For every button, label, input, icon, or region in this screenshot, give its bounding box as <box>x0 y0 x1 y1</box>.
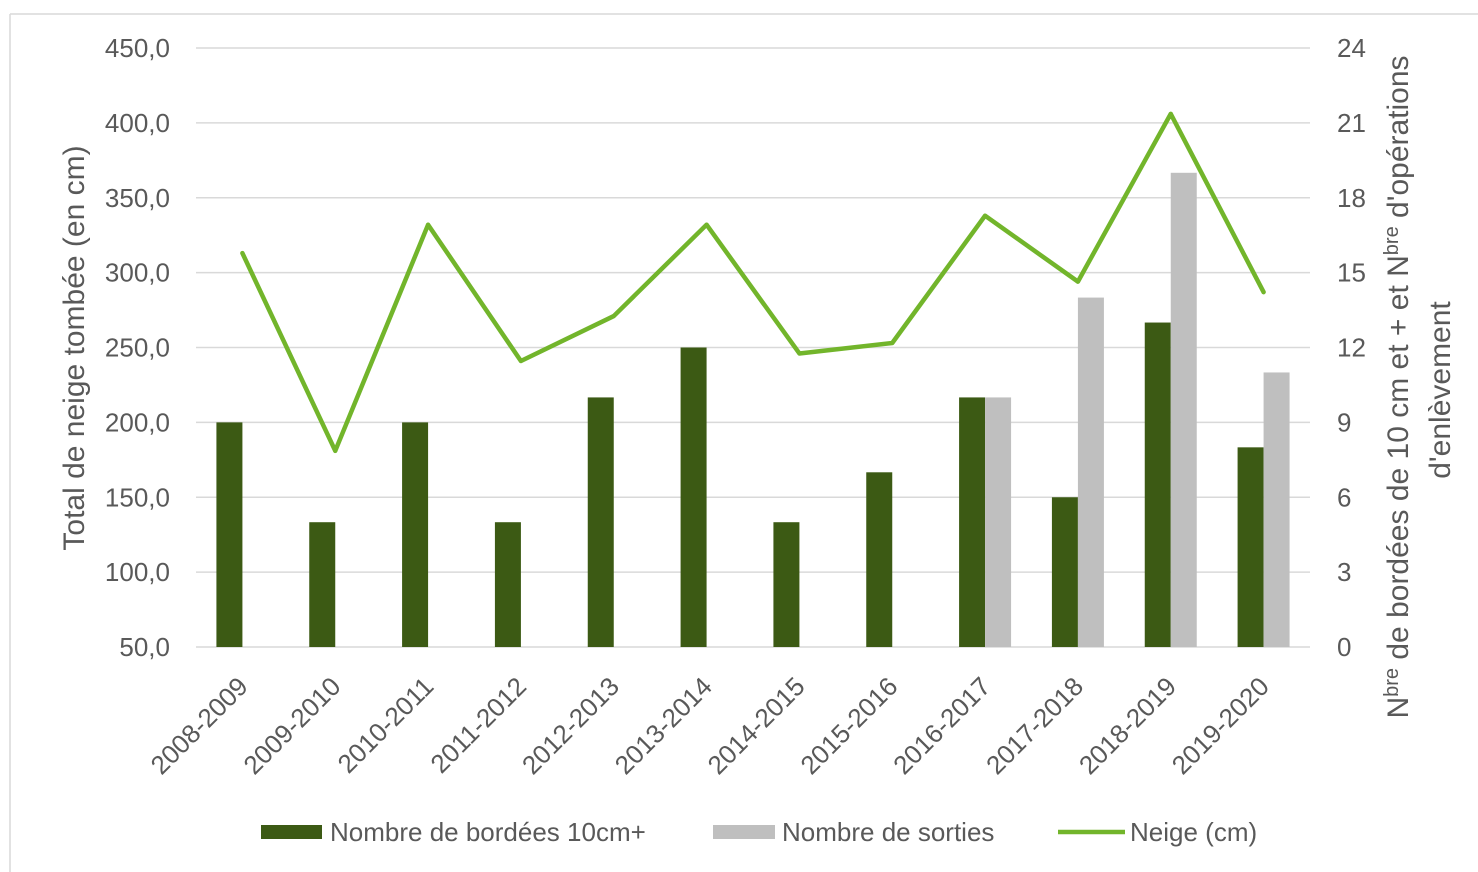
y2-axis-title-line1: Nbre de bordées de 10 cm et + et Nbre d'… <box>1381 55 1415 718</box>
point-neige-cm <box>1075 279 1080 284</box>
lines <box>240 111 1266 454</box>
y2-axis-title-line2: d'enlèvement <box>1424 301 1457 479</box>
point-neige-cm <box>1261 290 1266 295</box>
bar-nombre-de-bordees-10cm <box>959 397 986 647</box>
x-tick-label: 2015-2016 <box>794 671 903 780</box>
point-neige-cm <box>611 314 616 319</box>
y-tick-label: 250,0 <box>105 333 170 363</box>
x-tick-label: 2012-2013 <box>516 671 625 780</box>
bar-nombre-de-sorties <box>1170 172 1197 647</box>
legend: Nombre de bordées 10cm+ Nombre de sortie… <box>261 817 1257 847</box>
legend-swatch-bar <box>261 825 322 839</box>
line-neige-cm <box>240 111 1266 454</box>
x-tick-label: 2018-2019 <box>1073 671 1182 780</box>
point-neige-cm <box>983 213 988 218</box>
y2-title-part: d'opérations <box>1382 55 1415 226</box>
bar-nombre-de-sorties <box>1263 372 1290 647</box>
gridlines <box>196 47 1310 648</box>
x-tick-label: 2013-2014 <box>609 671 718 780</box>
y-tick-label: 200,0 <box>105 407 170 437</box>
bar-nombre-de-bordees-10cm <box>680 347 707 647</box>
legend-label: Neige (cm) <box>1130 817 1257 847</box>
y2-title-part: de bordées de 10 cm et + et <box>1382 277 1415 668</box>
point-neige-cm <box>240 251 245 256</box>
bar-nombre-de-bordees-10cm <box>587 397 614 647</box>
bars <box>216 172 1290 647</box>
y2-title-superscript: bre <box>1381 668 1403 697</box>
x-tick-label: 2009-2010 <box>237 671 346 780</box>
y-tick-label: 300,0 <box>105 258 170 288</box>
legend-label: Nombre de bordées 10cm+ <box>330 817 646 847</box>
y-tick-label: 100,0 <box>105 557 170 587</box>
bar-nombre-de-sorties <box>985 397 1012 647</box>
x-tick-label: 2010-2011 <box>332 671 440 779</box>
x-tick-label: 2017-2018 <box>980 671 1089 780</box>
y2-tick-label: 6 <box>1337 482 1351 512</box>
x-tick-label: 2016-2017 <box>887 671 996 780</box>
x-tick-label: 2014-2015 <box>702 671 811 780</box>
y-axis-title: Total de neige tombée (en cm) <box>58 145 91 550</box>
x-axis-ticks: 2008-20092009-20102010-20112011-20122012… <box>145 671 1275 780</box>
legend-swatch-bar <box>713 825 775 839</box>
point-neige-cm <box>518 358 523 363</box>
y2-tick-label: 0 <box>1337 632 1351 662</box>
point-neige-cm <box>797 351 802 356</box>
bar-nombre-de-bordees-10cm <box>773 522 800 647</box>
y2-title-superscript: bre <box>1381 226 1403 255</box>
y2-tick-label: 18 <box>1337 183 1366 213</box>
y2-title-part: N <box>1382 697 1415 719</box>
bar-nombre-de-bordees-10cm <box>309 522 336 647</box>
legend-label: Nombre de sorties <box>782 817 994 847</box>
bar-nombre-de-bordees-10cm <box>494 522 521 647</box>
y-axis-ticks: 50,0 100,0 150,0 200,0 250,0 300,0 350,0 400,0 4… <box>105 33 170 662</box>
x-tick-label: 2019-2020 <box>1166 671 1275 780</box>
y2-tick-label: 9 <box>1337 407 1351 437</box>
legend-item-neige: Neige (cm) <box>1058 817 1257 847</box>
y2-tick-label: 12 <box>1337 333 1366 363</box>
point-neige-cm <box>704 222 709 227</box>
y2-tick-label: 3 <box>1337 557 1351 587</box>
x-tick-label: 2011-2012 <box>424 671 532 779</box>
legend-item-bordees: Nombre de bordées 10cm+ <box>261 817 646 847</box>
y2-axis-ticks: 0 3 6 9 12 15 18 21 24 <box>1337 33 1366 662</box>
y-tick-label: 50,0 <box>119 632 170 662</box>
point-neige-cm <box>426 222 431 227</box>
point-neige-cm <box>1168 111 1173 116</box>
y2-tick-label: 15 <box>1337 258 1366 288</box>
bar-nombre-de-bordees-10cm <box>1051 497 1078 647</box>
point-neige-cm <box>890 341 895 346</box>
y-tick-label: 150,0 <box>105 482 170 512</box>
y2-tick-label: 21 <box>1337 108 1366 138</box>
y-tick-label: 350,0 <box>105 183 170 213</box>
y2-title-part: N <box>1382 255 1415 277</box>
point-neige-cm <box>333 448 338 453</box>
bar-nombre-de-bordees-10cm <box>866 472 893 647</box>
bar-nombre-de-bordees-10cm <box>216 422 243 647</box>
y-tick-label: 400,0 <box>105 108 170 138</box>
bar-nombre-de-bordees-10cm <box>402 422 429 647</box>
bar-nombre-de-bordees-10cm <box>1144 322 1171 647</box>
bar-nombre-de-sorties <box>1077 297 1104 647</box>
y2-tick-label: 24 <box>1337 33 1366 63</box>
legend-item-sorties: Nombre de sorties <box>713 817 994 847</box>
y-tick-label: 450,0 <box>105 33 170 63</box>
x-tick-label: 2008-2009 <box>145 671 254 780</box>
bar-nombre-de-bordees-10cm <box>1237 447 1264 647</box>
